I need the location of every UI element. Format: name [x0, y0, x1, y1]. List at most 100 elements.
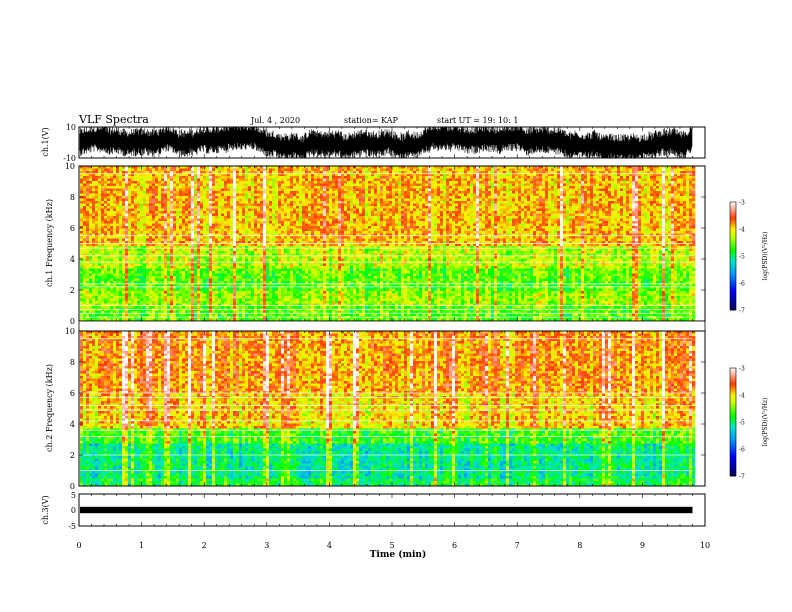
- spectrogram-cell: [128, 179, 131, 182]
- spectrogram-cell: [188, 269, 191, 272]
- spectrogram-cell: [221, 299, 224, 302]
- spectrogram-cell: [167, 231, 170, 234]
- spectrogram-cell: [188, 244, 191, 247]
- spectrogram-cell: [86, 199, 89, 202]
- spectrogram-cell: [212, 201, 215, 204]
- spectrogram-cell: [92, 264, 95, 267]
- spectrogram-cell: [119, 211, 122, 214]
- spectrogram-cell: [203, 289, 206, 292]
- spectrogram-cell: [287, 276, 290, 279]
- spectrogram-cell: [218, 306, 221, 309]
- spectrogram-cell: [164, 274, 167, 277]
- spectrogram-cell: [83, 169, 86, 172]
- spectrogram-cell: [176, 184, 179, 187]
- spectrogram-cell: [176, 239, 179, 242]
- spectrogram-cell: [176, 276, 179, 279]
- spectrogram-cell: [233, 179, 236, 182]
- spectrogram-cell: [146, 216, 149, 219]
- spectrogram-cell: [263, 226, 266, 229]
- spectrogram-cell: [215, 194, 218, 197]
- spectrogram-cell: [161, 296, 164, 299]
- spectrogram-cell: [95, 226, 98, 229]
- spectrogram-cell: [152, 279, 155, 282]
- spectrogram-cell: [86, 306, 89, 309]
- spectrogram-cell: [209, 224, 212, 227]
- spectrogram-cell: [227, 274, 230, 277]
- spectrogram-cell: [83, 229, 86, 232]
- spectrogram-cell: [107, 194, 110, 197]
- spectrogram-cell: [242, 251, 245, 254]
- spectrogram-cell: [248, 264, 251, 267]
- spectrogram-cell: [236, 219, 239, 222]
- spectrogram-cell: [182, 221, 185, 224]
- spectrogram-cell: [218, 244, 221, 247]
- spectrogram-cell: [203, 226, 206, 229]
- spectrogram-cell: [224, 256, 227, 259]
- spectrogram-cell: [83, 289, 86, 292]
- spectrogram-cell: [155, 196, 158, 199]
- spectrogram-cell: [137, 206, 140, 209]
- spectrogram-cell: [287, 204, 290, 207]
- spectrogram-cell: [122, 249, 125, 252]
- spectrogram-cell: [137, 184, 140, 187]
- spectrogram-cell: [110, 269, 113, 272]
- spectrogram-cell: [263, 251, 266, 254]
- spectrogram-cell: [257, 209, 260, 212]
- spectrogram-cell: [98, 309, 101, 312]
- spectrogram-cell: [185, 209, 188, 212]
- spectrogram-cell: [281, 221, 284, 224]
- spectrogram-cell: [299, 294, 302, 297]
- spectrogram-cell: [104, 309, 107, 312]
- spectrogram-cell: [296, 206, 299, 209]
- spectrogram-cell: [260, 179, 263, 182]
- spectrogram-cell: [287, 194, 290, 197]
- spectrogram-cell: [98, 256, 101, 259]
- spectrogram-cell: [281, 169, 284, 172]
- spectrogram-cell: [251, 226, 254, 229]
- spectrogram-cell: [182, 269, 185, 272]
- spectrogram-cell: [143, 214, 146, 217]
- spectrogram-cell: [92, 294, 95, 297]
- spectrogram-cell: [125, 249, 128, 252]
- ch1-waveform-ylabel: ch.1(V): [41, 127, 50, 156]
- spectrogram-cell: [308, 289, 311, 292]
- spectrogram-cell: [296, 299, 299, 302]
- spectrogram-cell: [167, 199, 170, 202]
- spectrogram-cell: [302, 211, 305, 214]
- spectrogram-cell: [299, 286, 302, 289]
- spectrogram-cell: [98, 204, 101, 207]
- spectrogram-cell: [272, 236, 275, 239]
- spectrogram-cell: [161, 189, 164, 192]
- spectrogram-cell: [299, 219, 302, 222]
- spectrogram-cell: [305, 204, 308, 207]
- spectrogram-cell: [89, 211, 92, 214]
- spectrogram-cell: [170, 179, 173, 182]
- spectrogram-cell: [209, 239, 212, 242]
- spectrogram-cell: [182, 226, 185, 229]
- spectrogram-cell: [197, 236, 200, 239]
- spectrogram-cell: [308, 181, 311, 184]
- spectrogram-cell: [236, 206, 239, 209]
- spectrogram-cell: [290, 286, 293, 289]
- spectrogram-cell: [164, 259, 167, 262]
- spectrogram-cell: [86, 216, 89, 219]
- spectrogram-cell: [266, 259, 269, 262]
- spectrogram-cell: [233, 266, 236, 269]
- spectrogram-cell: [266, 221, 269, 224]
- spectrogram-cell: [227, 231, 230, 234]
- spectrogram-cell: [188, 179, 191, 182]
- spectrogram-cell: [98, 169, 101, 172]
- spectrogram-cell: [284, 274, 287, 277]
- spectrogram-cell: [275, 196, 278, 199]
- spectrogram-cell: [176, 221, 179, 224]
- spectrogram-cell: [257, 191, 260, 194]
- spectrogram-cell: [122, 189, 125, 192]
- spectrogram-cell: [272, 239, 275, 242]
- spectrogram-cell: [101, 204, 104, 207]
- spectrogram-cell: [191, 286, 194, 289]
- spectrogram-cell: [167, 221, 170, 224]
- spectrogram-cell: [212, 249, 215, 252]
- spectrogram-cell: [137, 279, 140, 282]
- spectrogram-cell: [191, 271, 194, 274]
- spectrogram-cell: [149, 186, 152, 189]
